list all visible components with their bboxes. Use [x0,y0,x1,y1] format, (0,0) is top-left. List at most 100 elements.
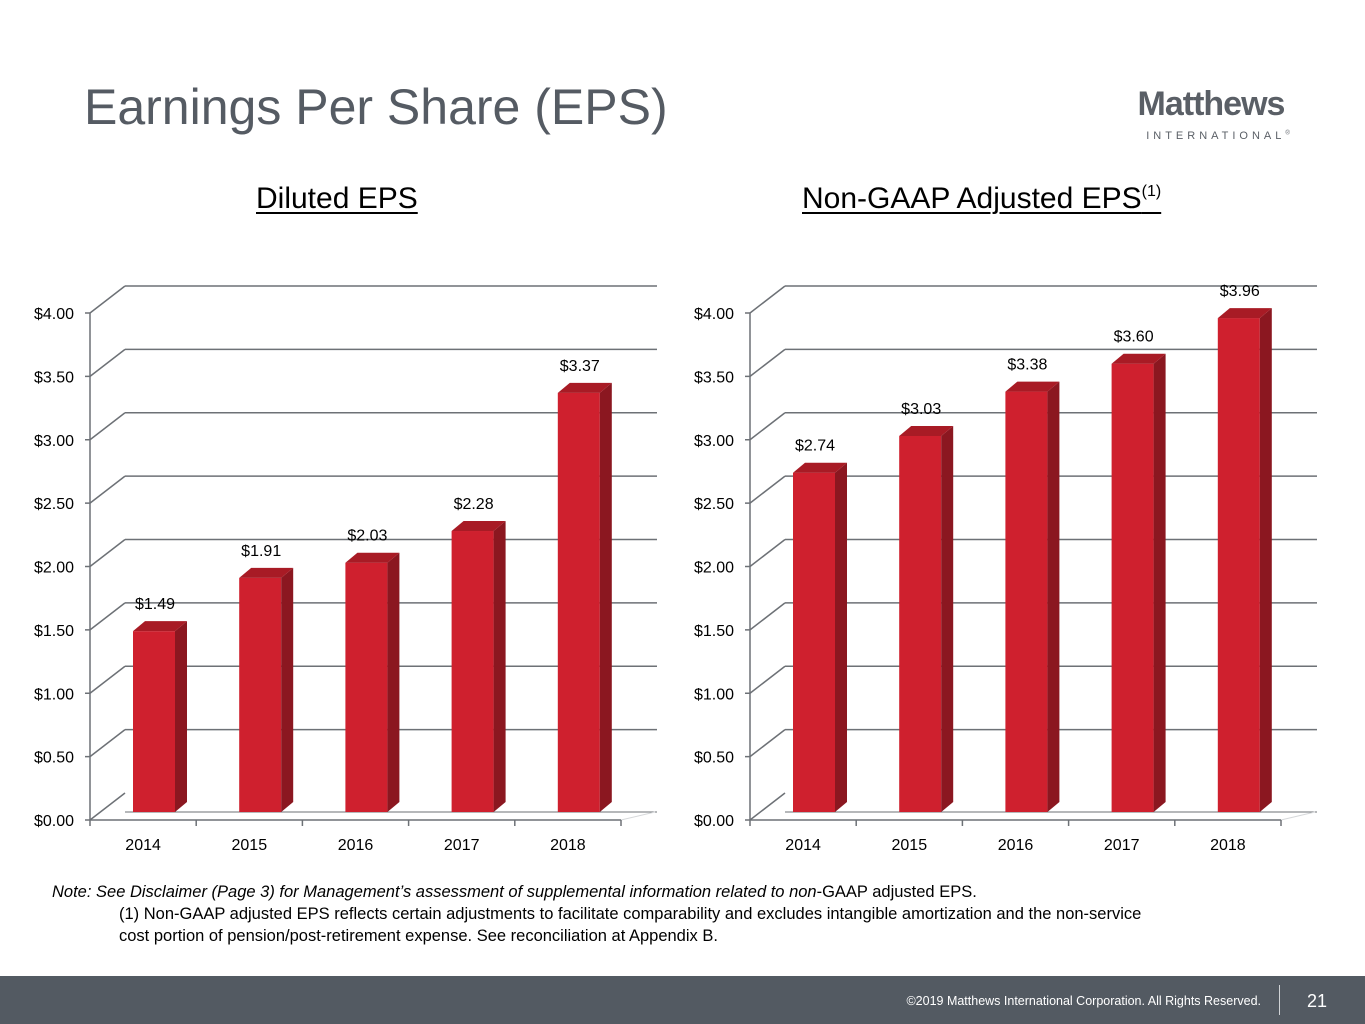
y-tick-label: $2.50 [34,496,74,513]
chart-title-diluted-eps: Diluted EPS [256,182,418,216]
y-tick-label: $2.50 [694,496,734,513]
x-tick-label: 2017 [1104,837,1140,854]
bar-2015 [899,435,942,812]
y-tick-label: $3.50 [34,369,74,386]
y-tick-label: $0.50 [694,750,734,767]
gridline-diagonal [89,412,126,441]
bar-side-2015 [941,425,954,812]
bar-side-2017 [493,521,506,812]
bar-top-2017 [1111,353,1166,364]
bar-2014 [133,631,175,812]
matthews-logo: Matthews INTERNATIONAL® [1100,86,1322,142]
bar-top-2015 [899,425,954,436]
logo-subtitle: INTERNATIONAL® [1114,130,1322,142]
footnotes: Note: See Disclaimer (Page 3) for Manage… [52,881,1141,947]
gridline-diagonal [89,348,126,377]
gridline-diagonal [89,665,126,694]
bar-side-2016 [387,552,400,812]
bar-top-2018 [557,382,612,393]
logo-subtitle-text: INTERNATIONAL [1146,130,1286,142]
footer-divider [1279,985,1280,1015]
data-label: $3.60 [1114,329,1154,346]
bar-top-2017 [451,521,506,532]
footer-bar: ©2019 Matthews International Corporation… [0,976,1365,1024]
x-tick-label: 2018 [550,837,586,854]
bar-2018 [557,392,600,812]
gridline-diagonal [749,538,786,568]
page-number: 21 [1307,991,1328,1011]
y-tick-label: $3.00 [34,433,74,450]
data-label: $2.28 [454,496,494,513]
chart-title-adjusted-eps: Non-GAAP Adjusted EPS(1) [802,182,1161,216]
gridline-diagonal [89,729,126,758]
data-label: $1.49 [135,596,175,613]
bar-2016 [345,562,388,812]
y-tick-label: $0.00 [34,813,74,830]
footnote-1-line2: cost portion of pension/post-retirement … [119,927,718,945]
y-tick-label: $3.00 [694,433,734,450]
bar-top-2014 [793,462,847,473]
registered-mark: ® [1285,130,1290,137]
bar-side-2018 [599,382,612,812]
bar-2017 [1111,363,1154,812]
chart-title-text: Non-GAAP Adjusted EPS [802,182,1142,215]
data-label: $3.37 [560,358,600,375]
bar-side-2016 [1047,381,1060,812]
data-label: $3.96 [1220,283,1260,300]
data-label: $3.38 [1007,357,1047,374]
bar-2014 [793,472,835,812]
bar-top-2016 [345,552,400,563]
gridline-diagonal [749,348,786,377]
x-tick-label: 2014 [785,837,821,854]
y-tick-label: $4.00 [34,306,74,323]
bar-top-2014 [133,621,187,632]
gridline-diagonal [749,475,786,504]
note-text-gaap: -GAAP adjusted EPS. [816,883,977,901]
gridline-diagonal [89,538,126,568]
x-tick-label: 2017 [444,837,480,854]
gridline-diagonal [749,412,786,441]
gridline-diagonal [89,475,126,504]
gridline-diagonal [89,285,126,314]
y-tick-label: $1.00 [34,686,74,703]
bar-side-2014 [175,621,187,812]
bar-top-2018 [1217,308,1272,319]
y-tick-label: $2.00 [34,560,74,577]
logo-wordmark: Matthews [1137,85,1286,123]
gridline-diagonal [749,602,786,631]
bar-top-2016 [1005,381,1060,392]
bar-side-2017 [1153,353,1166,812]
gridline-diagonal [749,285,786,314]
bar-side-2018 [1259,308,1272,812]
data-label: $2.03 [347,528,387,545]
bar-side-2014 [835,462,847,812]
note-text: Note: See Disclaimer (Page 3) for Manage… [52,883,790,901]
bar-side-2015 [281,567,294,812]
gridline-diagonal [749,665,786,694]
gridline-diagonal [749,729,786,758]
x-tick-label: 2018 [1210,837,1246,854]
x-tick-label: 2016 [338,837,374,854]
copyright-text: ©2019 Matthews International Corporation… [906,994,1261,1008]
y-tick-label: $0.50 [34,750,74,767]
bar-2015 [239,577,282,812]
data-label: $1.91 [241,543,281,560]
data-label: $3.03 [901,401,941,418]
y-tick-label: $1.50 [34,623,74,640]
data-label: $2.74 [795,438,835,455]
y-tick-label: $0.00 [694,813,734,830]
x-tick-label: 2015 [892,837,928,854]
page-title: Earnings Per Share (EPS) [84,79,668,135]
y-tick-label: $4.00 [694,306,734,323]
x-tick-label: 2016 [998,837,1034,854]
footnote-1-line1: (1) Non-GAAP adjusted EPS reflects certa… [119,905,1142,923]
eps-charts: $0.00 $0.50 $1.00 $1.50 $2.00 $2.50 $3.00 $3.50… [34,283,1317,854]
bar-2018 [1217,318,1260,812]
floor-edge [1280,811,1316,821]
bar-top-2015 [239,567,294,578]
gridline-diagonal [89,792,126,821]
x-tick-label: 2014 [125,837,161,854]
gridline-diagonal [89,602,126,631]
disclaimer-note: Note: See Disclaimer (Page 3) for Manage… [52,881,1141,903]
y-tick-label: $1.50 [694,623,734,640]
